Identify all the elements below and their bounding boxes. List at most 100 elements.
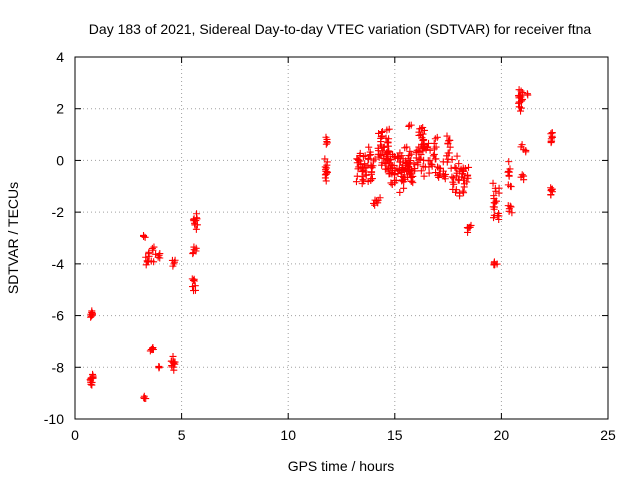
data-point-marker	[547, 130, 555, 138]
chart-title: Day 183 of 2021, Sidereal Day-to-day VTE…	[89, 21, 592, 37]
data-point-marker	[517, 87, 525, 95]
data-point-marker	[444, 140, 452, 148]
data-point-marker	[448, 173, 456, 181]
data-point-marker	[451, 163, 459, 171]
data-point-marker	[371, 155, 379, 163]
data-point-marker	[458, 173, 466, 181]
data-point-marker	[149, 344, 157, 352]
data-point-marker	[143, 257, 151, 265]
data-point-marker	[392, 176, 400, 184]
data-point-marker	[189, 276, 197, 284]
data-point-marker	[505, 158, 513, 166]
data-point-marker	[461, 164, 469, 172]
data-point-marker	[364, 154, 372, 162]
data-point-marker	[411, 165, 419, 173]
data-point-marker	[398, 164, 406, 172]
data-point-marker	[504, 181, 512, 189]
x-axis-label: GPS time / hours	[288, 458, 395, 474]
data-point-marker	[321, 155, 329, 163]
data-point-marker	[435, 173, 443, 181]
data-point-marker	[396, 158, 404, 166]
data-point-marker	[384, 165, 392, 173]
y-tick-label: -4	[52, 256, 65, 272]
data-point-marker	[517, 93, 525, 101]
x-tick-label: 20	[494, 427, 510, 443]
data-point-marker	[443, 132, 451, 140]
data-point-marker	[372, 197, 380, 205]
data-point-marker	[403, 143, 411, 151]
data-point-marker	[142, 253, 150, 261]
data-point-marker	[322, 177, 330, 185]
data-point-marker	[505, 172, 513, 180]
y-tick-label: 4	[56, 49, 64, 65]
data-point-marker	[433, 133, 441, 141]
data-point-marker	[367, 177, 375, 185]
data-point-marker	[170, 260, 178, 268]
data-point-marker	[518, 141, 526, 149]
data-point-marker	[453, 152, 461, 160]
data-point-marker	[406, 166, 414, 174]
data-point-marker	[491, 199, 499, 207]
data-point-marker	[322, 165, 330, 173]
plot-frame	[74, 56, 609, 420]
data-point-marker	[150, 243, 158, 251]
data-point-marker	[410, 160, 418, 168]
data-point-marker	[396, 188, 404, 196]
data-point-marker	[490, 214, 498, 222]
data-point-marker	[168, 357, 176, 365]
data-point-marker	[356, 149, 364, 157]
data-point-marker	[388, 181, 396, 189]
data-point-marker	[370, 157, 378, 165]
data-point-marker	[359, 153, 367, 161]
data-point-marker	[508, 209, 516, 217]
data-point-marker	[405, 121, 413, 129]
data-point-marker	[495, 189, 503, 197]
data-point-marker	[355, 156, 363, 164]
data-point-marker	[460, 183, 468, 191]
data-point-marker	[377, 151, 385, 159]
data-point-marker	[435, 164, 443, 172]
data-point-marker	[428, 162, 436, 170]
data-point-marker	[425, 169, 433, 177]
data-point-marker	[378, 128, 386, 136]
data-point-marker	[464, 171, 472, 179]
data-point-marker	[353, 155, 361, 163]
y-axis-label: SDTVAR / TECUs	[5, 182, 21, 294]
data-point-marker	[383, 155, 391, 163]
data-point-marker	[426, 157, 434, 165]
data-point-marker	[518, 171, 526, 179]
data-point-marker	[378, 132, 386, 140]
data-point-marker	[190, 243, 198, 251]
data-point-marker	[190, 215, 198, 223]
data-point-marker	[494, 212, 502, 220]
data-point-marker	[445, 149, 453, 157]
data-point-marker	[407, 150, 415, 158]
data-point-marker	[398, 177, 406, 185]
y-tick-label: -2	[52, 204, 65, 220]
data-point-marker	[140, 394, 148, 402]
data-point-marker	[490, 258, 498, 266]
data-point-marker	[322, 133, 330, 141]
data-point-marker	[506, 202, 514, 210]
data-point-marker	[357, 161, 365, 169]
data-point-marker	[155, 251, 163, 259]
data-point-marker	[361, 160, 369, 168]
data-point-marker	[452, 186, 460, 194]
data-point-marker	[150, 258, 158, 266]
data-point-marker	[387, 179, 395, 187]
data-point-marker	[155, 362, 163, 370]
data-point-marker	[452, 172, 460, 180]
data-point-marker	[419, 130, 427, 138]
data-point-marker	[169, 352, 177, 360]
data-point-marker	[432, 155, 440, 163]
data-point-marker	[192, 225, 200, 233]
data-point-marker	[168, 256, 176, 264]
x-tick-label: 5	[178, 427, 186, 443]
x-tick-label: 0	[71, 427, 79, 443]
data-point-marker	[430, 139, 438, 147]
axis-ticks	[74, 56, 609, 420]
data-point-marker	[191, 282, 199, 290]
data-point-marker	[517, 107, 525, 115]
data-point-marker	[396, 149, 404, 157]
data-point-marker	[419, 137, 427, 145]
